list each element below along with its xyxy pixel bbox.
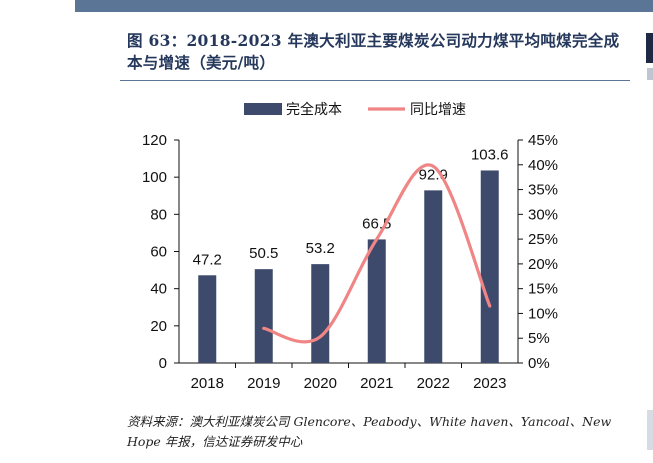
legend-swatch-cost [244, 103, 282, 115]
adjacent-page-edge [647, 68, 653, 80]
y-left-tick-label: 80 [150, 206, 167, 223]
y-right-tick-label: 35% [528, 182, 558, 199]
cost-bar [480, 170, 499, 363]
cost-data-label: 50.5 [249, 245, 278, 262]
cost-bar [254, 269, 273, 363]
y-right-tick-label: 45% [528, 132, 558, 149]
adjacent-page-edge [647, 410, 653, 450]
cost-data-label: 53.2 [306, 240, 335, 257]
y-left-tick-label: 20 [150, 318, 167, 335]
y-right-tick-label: 40% [528, 157, 558, 174]
growth-rate-line [262, 163, 492, 344]
y-right-tick-label: 30% [528, 206, 558, 223]
y-right-tick-label: 15% [528, 281, 558, 298]
legend-label-cost: 完全成本 [286, 101, 342, 118]
x-tick-label: 2019 [247, 375, 280, 392]
cost-data-label: 92.9 [419, 166, 448, 183]
cost-bar [198, 275, 217, 363]
y-right-tick-label: 0% [528, 355, 550, 372]
adjacent-page-edge [646, 33, 653, 63]
figure-title: 图 63：2018-2023 年澳大利亚主要煤炭公司动力煤平均吨煤完全成本与增速… [127, 31, 620, 72]
y-left-tick-label: 40 [150, 281, 167, 298]
legend-label-growth: 同比增速 [410, 102, 466, 118]
title-divider [120, 80, 630, 81]
cost-bar [311, 264, 330, 363]
y-right-tick-label: 20% [528, 256, 558, 273]
x-tick-label: 2023 [473, 375, 506, 392]
cost-bar [367, 239, 386, 363]
cost-data-label: 47.2 [193, 251, 222, 268]
y-right-tick-label: 10% [528, 305, 558, 322]
source-note: 资料来源：澳大利亚煤炭公司 Glencore、Peabody、White hav… [127, 414, 612, 449]
header-band-gap [0, 0, 75, 12]
x-tick-label: 2021 [360, 375, 393, 392]
x-tick-label: 2022 [417, 375, 450, 392]
y-right-tick-label: 5% [528, 330, 550, 347]
y-left-tick-label: 60 [150, 244, 167, 261]
x-tick-label: 2020 [304, 375, 337, 392]
y-left-tick-label: 100 [142, 169, 167, 186]
y-left-tick-label: 0 [159, 355, 167, 372]
header-band [0, 0, 653, 12]
cost-bar [424, 190, 443, 363]
x-tick-label: 2018 [191, 375, 224, 392]
cost-data-label: 103.6 [471, 146, 509, 163]
y-right-tick-label: 25% [528, 231, 558, 248]
y-left-tick-label: 120 [142, 132, 167, 149]
